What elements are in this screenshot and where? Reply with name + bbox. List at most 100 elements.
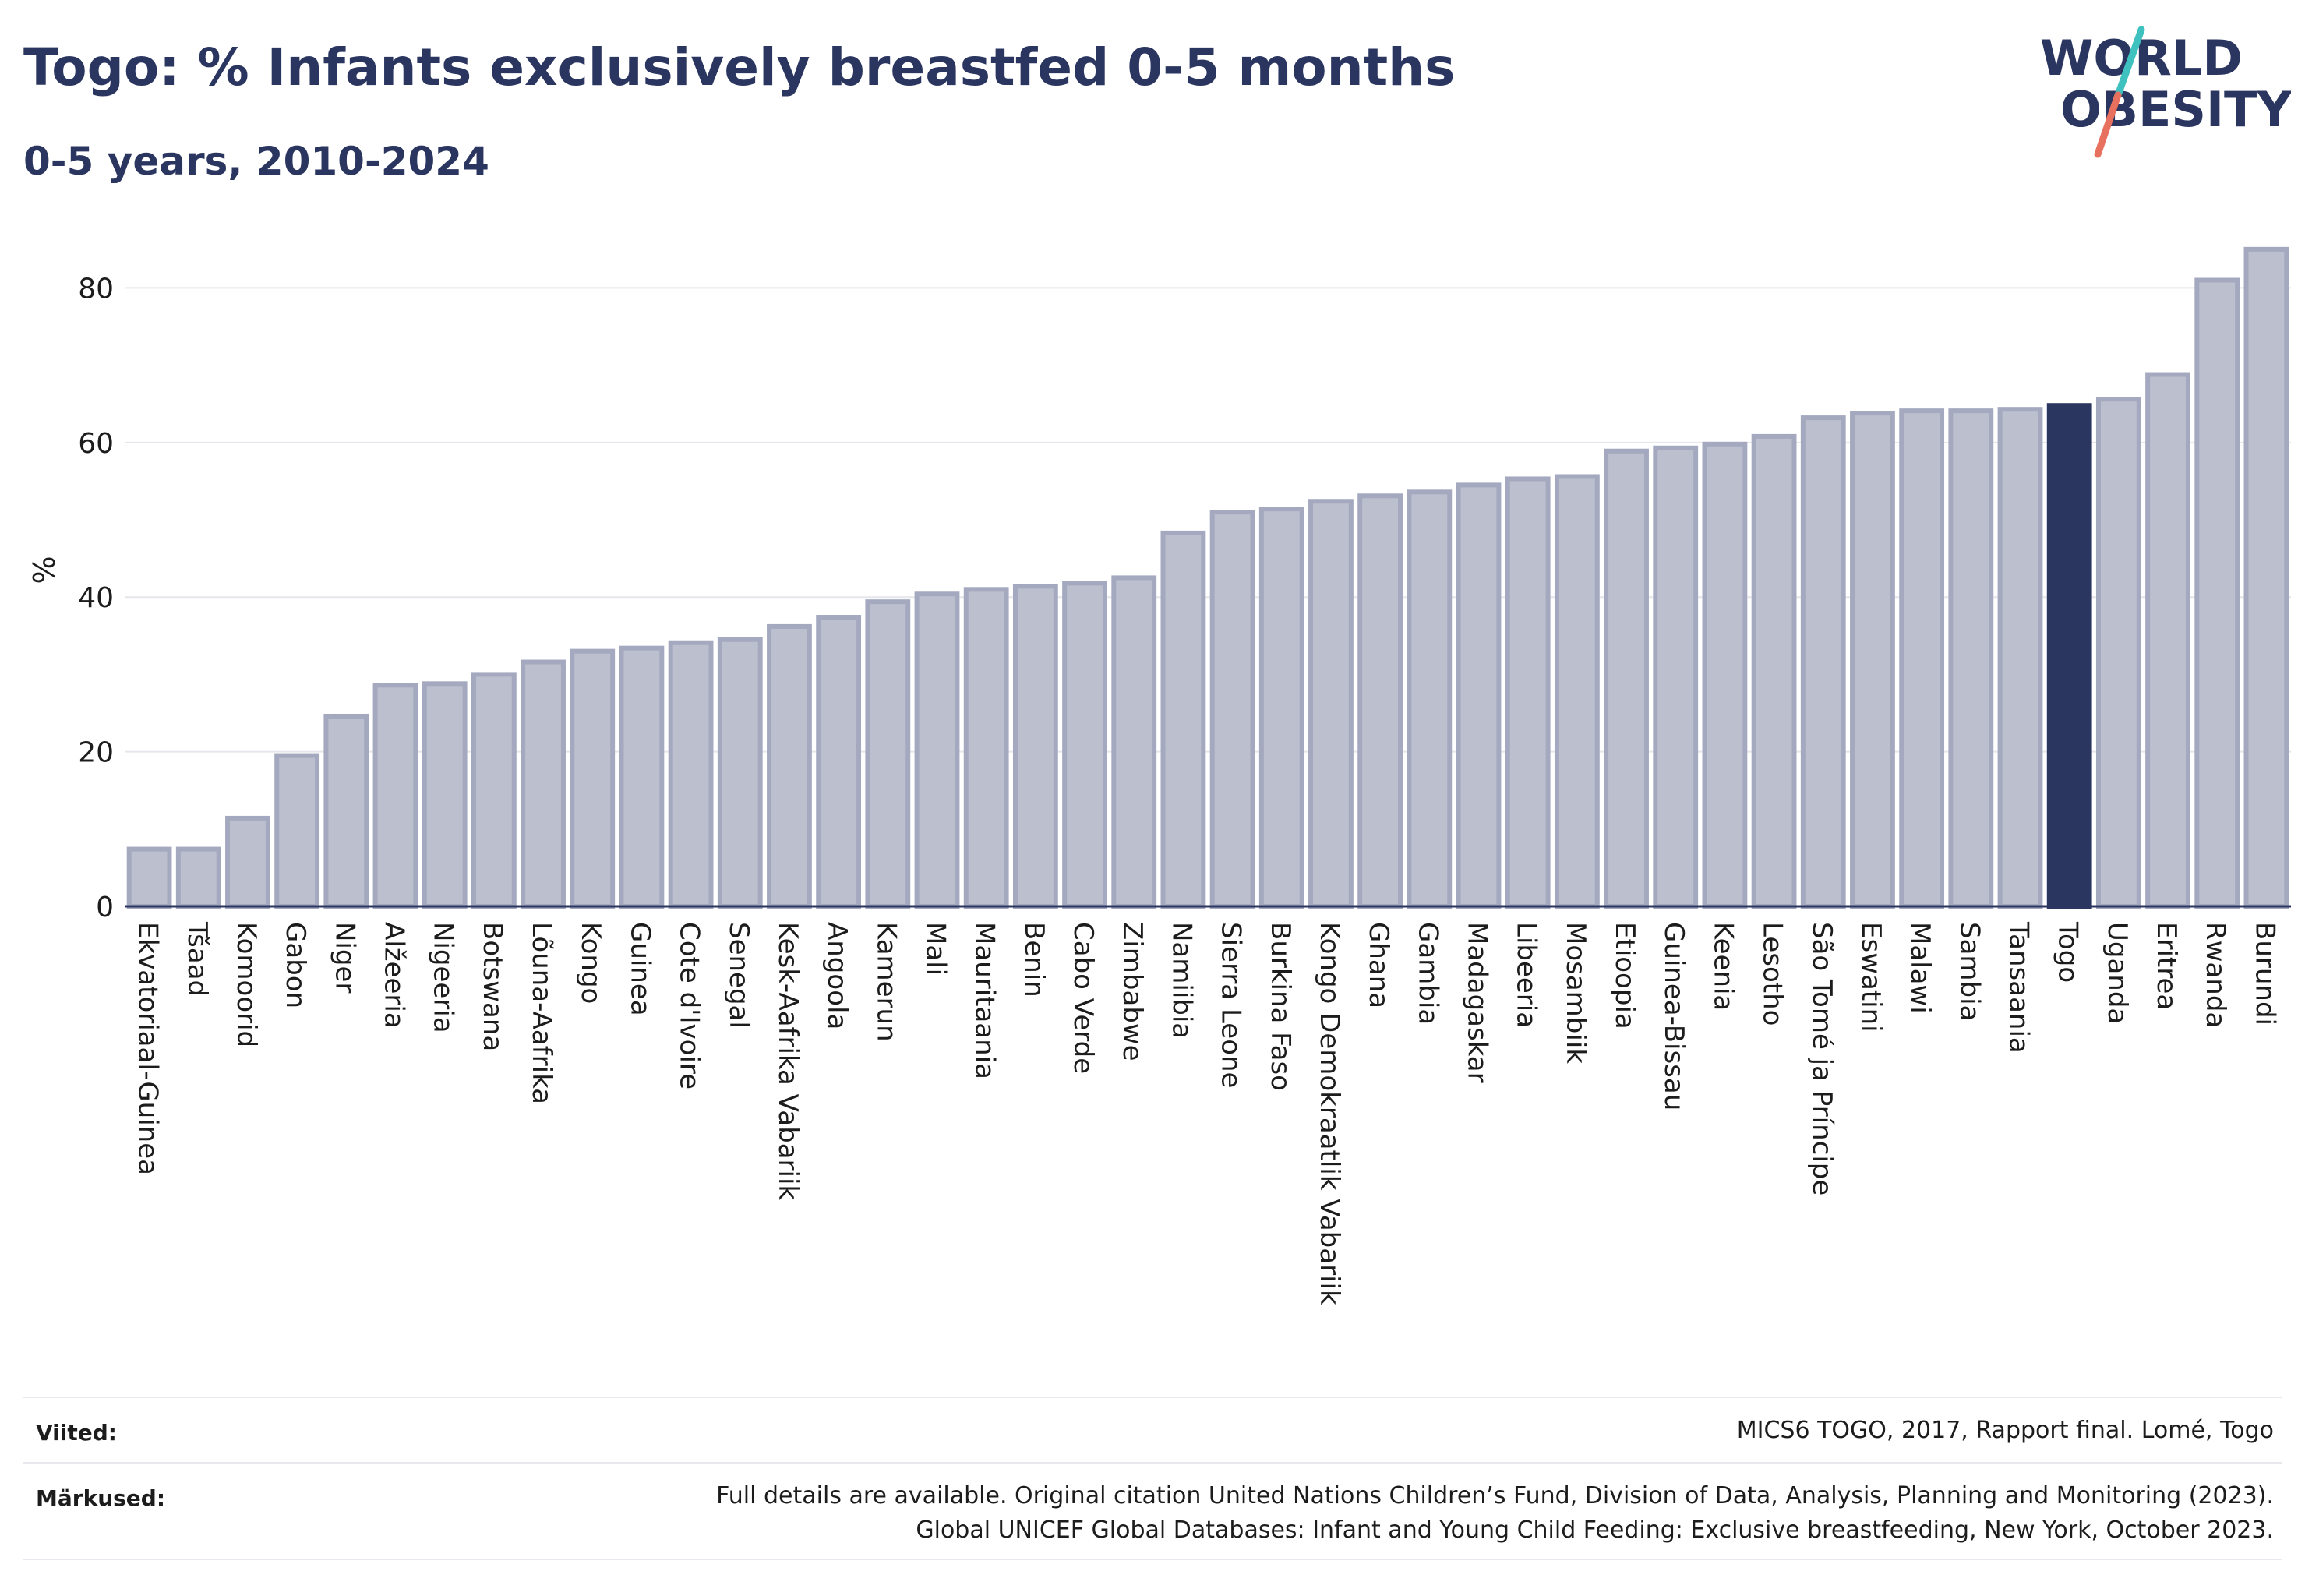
logo-slash-red bbox=[2094, 91, 2122, 158]
x-tick-label: Kesk-Aafrika Vabariik bbox=[772, 922, 803, 1200]
bar-rwanda bbox=[2194, 277, 2240, 909]
x-tick-label: Sierra Leone bbox=[1216, 922, 1247, 1088]
bar-chart: 0 20 40 60 80 Ekvatoriaal-Guinea Tšaad Komoori… bbox=[27, 246, 2291, 1305]
bar-burundi bbox=[2243, 246, 2289, 909]
x-tick-label: Namiibia bbox=[1166, 922, 1197, 1039]
notes-line-2: Global UNICEF Global Databases: Infant a… bbox=[916, 1517, 2274, 1544]
y-tick-label: 20 bbox=[78, 737, 114, 769]
x-tick-label: Gambia bbox=[1412, 922, 1443, 1025]
x-tick-label: Angoola bbox=[821, 922, 852, 1029]
bar-senegal bbox=[717, 637, 763, 909]
bar-al-eeria bbox=[372, 683, 418, 909]
y-axis-label: % bbox=[27, 556, 62, 584]
bar-benin bbox=[1012, 584, 1058, 909]
x-tick-label: Benin bbox=[1018, 922, 1050, 998]
x-tick-label: Eritrea bbox=[2151, 922, 2182, 1010]
bar-nigeeria bbox=[422, 681, 468, 909]
bar-mali bbox=[914, 591, 960, 909]
x-tick-label: Mauritaania bbox=[969, 922, 1001, 1079]
bars bbox=[126, 246, 2289, 909]
bar-angoola bbox=[816, 615, 862, 909]
bar-kesk-aafrika-vabariik bbox=[767, 623, 812, 909]
bar-etioopia bbox=[1604, 448, 1649, 909]
x-tick-label: Guinea bbox=[624, 922, 655, 1016]
x-tick-label: Burkina Faso bbox=[1265, 922, 1296, 1091]
bar-l-una-aafrika bbox=[521, 659, 566, 909]
footer-divider bbox=[23, 1559, 2282, 1560]
x-tick-label: Tšaad bbox=[182, 921, 213, 997]
bar-kongo-demokraatlik-vabariik bbox=[1308, 499, 1354, 909]
x-tick-label: Kongo Demokraatlik Vabariik bbox=[1314, 922, 1345, 1305]
chart-title: Togo: % Infants exclusively breastfed 0-… bbox=[23, 37, 1456, 97]
bar-eritrea bbox=[2145, 372, 2190, 909]
x-tick-label: Zimbabwe bbox=[1117, 922, 1148, 1061]
y-tick-label: 60 bbox=[78, 428, 114, 460]
x-tick-label: Mosambiik bbox=[1560, 922, 1591, 1064]
x-axis-ticks: Ekvatoriaal-Guinea Tšaad Komoorid Gabon Nige… bbox=[132, 921, 2281, 1305]
x-tick-label: Rwanda bbox=[2200, 922, 2231, 1028]
bar-ekvatoriaal-guinea bbox=[126, 846, 172, 909]
x-tick-label: Eswatini bbox=[1855, 922, 1887, 1033]
bar-burkina-faso bbox=[1258, 507, 1304, 909]
bar-namiibia bbox=[1160, 530, 1206, 909]
bar-sierra-leone bbox=[1209, 510, 1255, 909]
x-tick-label: Burundi bbox=[2249, 922, 2280, 1026]
bar-madagaskar bbox=[1456, 482, 1502, 909]
bar-togo bbox=[2046, 403, 2092, 909]
x-tick-label: Etioopia bbox=[1609, 922, 1640, 1029]
x-tick-label: Cabo Verde bbox=[1068, 922, 1099, 1074]
x-tick-label: Mali bbox=[920, 922, 951, 976]
world-obesity-logo: WORLD OBESITY bbox=[2040, 26, 2291, 158]
sources-text: MICS6 TOGO, 2017, Rapport final. Lomé, T… bbox=[1736, 1417, 2274, 1444]
x-tick-label: Ekvatoriaal-Guinea bbox=[132, 922, 164, 1175]
bar-kongo bbox=[570, 648, 616, 909]
x-tick-label: Nigeeria bbox=[428, 922, 459, 1033]
bar-cabo-verde bbox=[1062, 581, 1107, 909]
x-tick-label: Madagaskar bbox=[1462, 922, 1493, 1083]
bar-mauritaania bbox=[963, 587, 1009, 909]
bar-keenia bbox=[1702, 441, 1748, 909]
bar-kamerun bbox=[865, 599, 911, 909]
y-axis-ticks: 0 20 40 60 80 bbox=[78, 273, 114, 923]
footer-divider bbox=[23, 1396, 2282, 1398]
footer-divider bbox=[23, 1462, 2282, 1464]
sources-label: Viited: bbox=[36, 1420, 117, 1446]
bar-gambia bbox=[1407, 489, 1453, 909]
notes-label: Märkused: bbox=[36, 1485, 166, 1511]
bar-tansaania bbox=[1997, 407, 2043, 909]
x-tick-label: Keenia bbox=[1707, 922, 1738, 1011]
bar-mosambiik bbox=[1554, 474, 1600, 909]
bar-niger bbox=[323, 713, 369, 909]
x-tick-label: Guinea-Bissau bbox=[1658, 922, 1689, 1110]
x-tick-label: Lõuna-Aafrika bbox=[526, 922, 557, 1104]
y-tick-label: 40 bbox=[78, 582, 114, 614]
x-tick-label: Komoorid bbox=[231, 922, 262, 1047]
bar-lesotho bbox=[1751, 433, 1797, 909]
bar-sambia bbox=[1948, 408, 1994, 909]
x-tick-label: Uganda bbox=[2102, 922, 2133, 1024]
x-tick-label: Tansaania bbox=[2003, 921, 2035, 1054]
x-tick-label: Niger bbox=[329, 922, 360, 993]
bar-ghana bbox=[1357, 493, 1403, 909]
x-tick-label: Botswana bbox=[477, 922, 508, 1051]
x-tick-label: Togo bbox=[2053, 921, 2084, 983]
x-tick-label: Gabon bbox=[280, 922, 311, 1008]
bar-t-aad bbox=[175, 846, 221, 909]
x-tick-label: Alžeeria bbox=[379, 922, 410, 1029]
bar-malawi bbox=[1899, 408, 1945, 909]
x-tick-label: Malawi bbox=[1904, 922, 1936, 1014]
bar-eswatini bbox=[1850, 411, 1895, 909]
chart-subtitle: 0-5 years, 2010-2024 bbox=[23, 139, 489, 184]
x-tick-label: São Tomé ja Príncipe bbox=[1806, 922, 1837, 1195]
bar-uganda bbox=[2095, 397, 2141, 909]
x-tick-label: Senegal bbox=[723, 922, 754, 1029]
y-tick-label: 0 bbox=[96, 892, 114, 923]
x-tick-label: Ghana bbox=[1363, 922, 1394, 1008]
logo-line-2: OBESITY bbox=[2060, 81, 2291, 138]
bar-guinea bbox=[619, 645, 665, 909]
bar-libeeria bbox=[1505, 476, 1551, 909]
x-tick-label: Sambia bbox=[1954, 922, 1985, 1021]
bar-gabon bbox=[274, 753, 320, 909]
bar-botswana bbox=[471, 672, 517, 909]
logo-slash-teal bbox=[2114, 26, 2145, 99]
